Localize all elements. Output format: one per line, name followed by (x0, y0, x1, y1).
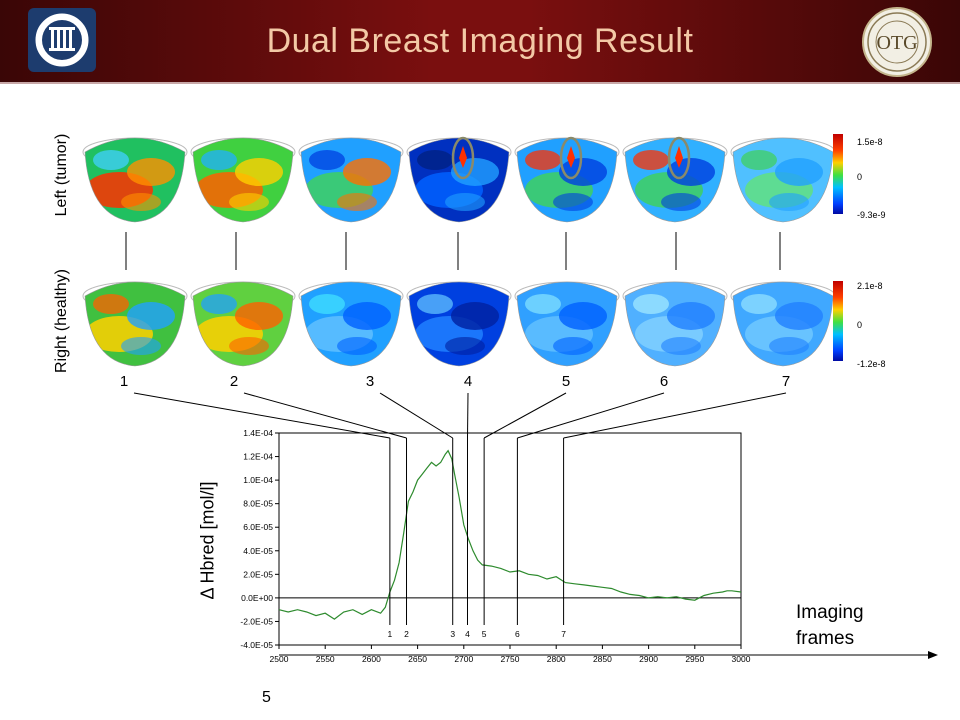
otg-seal-logo: OTG (862, 7, 932, 77)
title-bar (0, 0, 960, 82)
x-tick-label-6: 2800 (547, 654, 566, 664)
x-axis-arrow-head (928, 651, 938, 659)
frame-number-5: 5 (561, 373, 571, 390)
imaging-frames-line-2: frames (796, 628, 855, 649)
y-tick-label-6: 2.0E-05 (243, 569, 273, 579)
right-breast-frame-7 (730, 281, 836, 367)
imaging-frames-line-1: Imaging (796, 602, 864, 623)
left-colorbar (833, 134, 843, 214)
frame-marker-label-3: 3 (450, 629, 455, 639)
frame-leader-4 (466, 392, 469, 439)
right-colorbar-max: 2.1e-8 (857, 281, 883, 291)
frame-number-1: 1 (119, 373, 129, 390)
left-breast-frame-3 (298, 137, 404, 223)
university-logo (28, 8, 96, 72)
x-tick-label-4: 2700 (454, 654, 473, 664)
x-tick-label-1: 2550 (316, 654, 335, 664)
frame-number-7: 7 (781, 373, 791, 390)
y-axis-label-box: Δ Hbred [mol/l] (188, 470, 228, 620)
frame-leader-2 (243, 392, 407, 439)
x-tick-label-10: 3000 (732, 654, 751, 664)
left-colorbar-max: 1.5e-8 (857, 137, 883, 147)
left-breast-frame-6 (622, 136, 728, 223)
page-number: 5 (262, 689, 271, 706)
y-tick-label-2: 1.0E-04 (243, 475, 273, 485)
frame-number-6: 6 (659, 373, 669, 390)
y-tick-label-3: 8.0E-05 (243, 499, 273, 509)
frame-marker-label-1: 1 (388, 629, 393, 639)
frame-leader-6 (517, 392, 665, 439)
frame-leader-3 (379, 392, 453, 439)
frame-marker-label-4: 4 (465, 629, 470, 639)
y-tick-label-9: -4.0E-05 (240, 640, 273, 650)
right-colorbar (833, 281, 843, 361)
slide-title: Dual Breast Imaging Result (266, 22, 694, 60)
y-tick-label-0: 1.4E-04 (243, 428, 273, 438)
left-breast-frame-1 (82, 137, 188, 223)
left-breast-frame-7 (730, 137, 836, 223)
x-tick-label-0: 2500 (270, 654, 289, 664)
frame-marker-label-6: 6 (515, 629, 520, 639)
frame-marker-label-7: 7 (561, 629, 566, 639)
right-colorbar-mid: 0 (857, 320, 863, 330)
frame-leader-1 (133, 392, 390, 439)
right-breast-frame-3 (298, 281, 404, 367)
x-tick-label-2: 2600 (362, 654, 381, 664)
x-tick-label-3: 2650 (408, 654, 427, 664)
svg-text:OTG: OTG (876, 32, 917, 54)
right-colorbar-min: -1.2e-8 (857, 359, 886, 369)
left-colorbar-mid: 0 (857, 172, 863, 182)
y-tick-label-8: -2.0E-05 (240, 616, 273, 626)
imaging-frames-label: Imaging frames (796, 600, 864, 652)
left-breast-frame-5 (514, 136, 620, 223)
title-divider (0, 82, 960, 84)
plot-frame (278, 432, 742, 646)
x-tick-label-7: 2850 (593, 654, 612, 664)
right-breast-frame-5 (514, 281, 620, 367)
y-axis-label: Δ Hbred [mol/l] (197, 481, 218, 600)
x-tick-label-5: 2750 (501, 654, 520, 664)
y-tick-label-1: 1.2E-04 (243, 452, 273, 462)
right-breast-frame-2 (190, 281, 296, 367)
seal-icon: OTG (867, 12, 927, 72)
frame-leader-5 (483, 392, 567, 439)
y-tick-label-5: 4.0E-05 (243, 546, 273, 556)
frame-leader-7 (563, 392, 787, 439)
hbred-curve (278, 449, 742, 620)
frame-number-2: 2 (229, 373, 239, 390)
right-breast-frame-4 (406, 281, 512, 367)
x-tick-label-8: 2900 (639, 654, 658, 664)
y-tick-label-4: 6.0E-05 (243, 522, 273, 532)
frame-number-4: 4 (463, 373, 473, 390)
columns-icon (32, 10, 92, 70)
right-breast-frame-6 (622, 281, 728, 367)
frame-marker-label-5: 5 (482, 629, 487, 639)
x-tick-label-9: 2950 (685, 654, 704, 664)
right-breast-frame-1 (82, 281, 188, 367)
y-tick-label-7: 0.0E+00 (241, 593, 273, 603)
frame-marker-label-2: 2 (404, 629, 409, 639)
frame-number-3: 3 (365, 373, 375, 390)
left-breast-frame-2 (190, 137, 296, 223)
left-colorbar-min: -9.3e-9 (857, 210, 886, 220)
left-breast-frame-4 (406, 136, 512, 223)
